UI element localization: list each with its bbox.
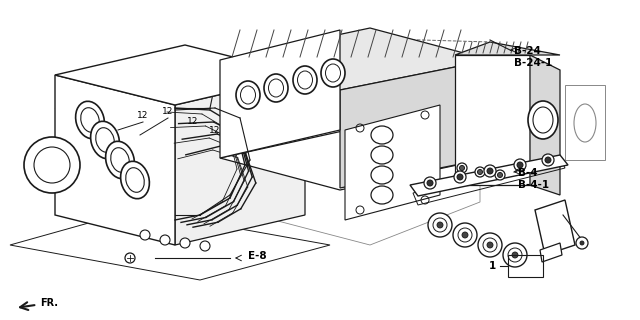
Ellipse shape [81,108,99,132]
Ellipse shape [111,148,129,172]
Circle shape [427,180,433,186]
Circle shape [517,162,523,168]
Polygon shape [175,75,305,245]
Bar [508,255,543,277]
Polygon shape [220,125,490,190]
Polygon shape [410,155,568,196]
Circle shape [503,243,527,267]
Circle shape [478,233,502,257]
Circle shape [424,177,436,189]
Ellipse shape [106,141,134,179]
Polygon shape [535,200,575,255]
Text: 12: 12 [138,110,148,119]
Ellipse shape [528,101,558,139]
Ellipse shape [371,166,393,184]
Ellipse shape [371,186,393,204]
Text: 12: 12 [188,116,198,125]
Circle shape [475,167,485,177]
Circle shape [462,232,468,238]
Circle shape [460,165,465,171]
Polygon shape [220,28,490,90]
Circle shape [457,174,463,180]
Polygon shape [455,42,560,55]
Polygon shape [530,55,560,195]
Circle shape [487,168,493,174]
Polygon shape [345,105,440,220]
Ellipse shape [264,74,288,102]
Circle shape [580,241,584,245]
Circle shape [545,157,551,163]
Polygon shape [455,55,530,185]
Circle shape [542,154,554,166]
Text: B-24
B-24-1: B-24 B-24-1 [514,46,552,68]
Polygon shape [540,243,562,262]
Ellipse shape [293,66,317,94]
Circle shape [497,172,502,178]
Ellipse shape [120,161,149,199]
Circle shape [24,137,80,193]
Polygon shape [10,210,330,280]
Ellipse shape [125,168,144,192]
Circle shape [512,252,518,258]
Text: B-4
B-4-1: B-4 B-4-1 [518,168,549,189]
Ellipse shape [96,128,115,152]
Ellipse shape [236,81,260,109]
Ellipse shape [91,121,120,159]
Circle shape [514,159,526,171]
Text: E-8: E-8 [248,251,267,261]
Circle shape [454,171,466,183]
Circle shape [125,253,135,263]
Bar [565,85,605,160]
Circle shape [457,163,467,173]
Polygon shape [220,30,340,158]
Circle shape [477,170,483,174]
Ellipse shape [371,146,393,164]
Circle shape [576,237,588,249]
Polygon shape [340,60,490,188]
Text: 1: 1 [489,261,496,271]
Circle shape [453,223,477,247]
Polygon shape [55,75,175,245]
Ellipse shape [76,101,104,139]
Circle shape [484,165,496,177]
Circle shape [437,222,443,228]
Ellipse shape [321,59,345,87]
Circle shape [180,238,190,248]
Circle shape [140,230,150,240]
Polygon shape [55,45,305,105]
Ellipse shape [371,126,393,144]
Circle shape [495,170,505,180]
Circle shape [160,235,170,245]
Text: 12: 12 [209,125,221,134]
Text: 12: 12 [163,107,173,116]
Text: FR.: FR. [20,298,58,310]
Circle shape [428,213,452,237]
Circle shape [200,241,210,251]
Circle shape [487,242,493,248]
